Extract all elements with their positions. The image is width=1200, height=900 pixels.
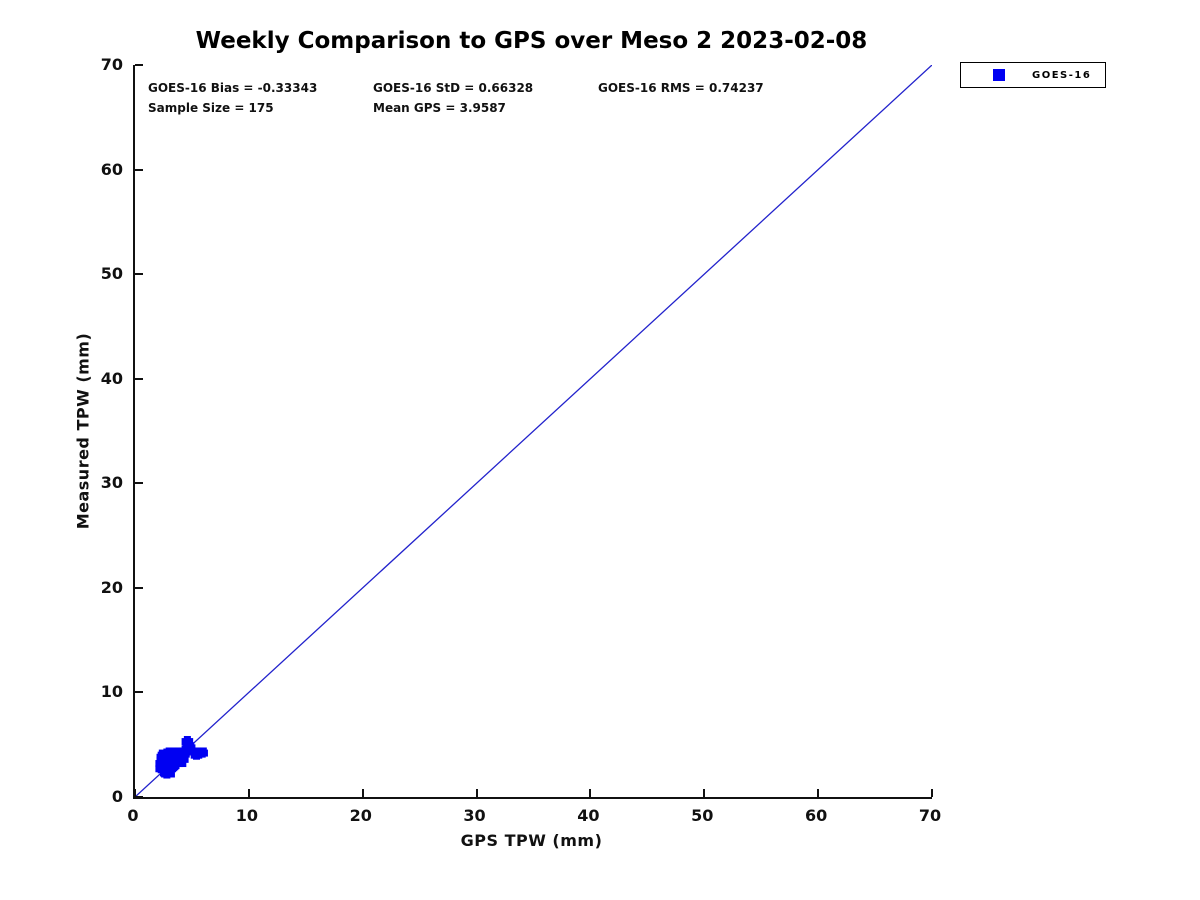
y-tick-label: 60 [100,159,123,179]
y-axis-label: Measured TPW (mm) [73,332,93,530]
legend: GOES-16 [960,62,1106,88]
x-tick-label: 70 [918,806,942,825]
stat-std: GOES-16 StD = 0.66328 [373,81,534,95]
data-point [179,760,187,768]
y-tick-mark [135,273,143,276]
x-axis-label: GPS TPW (mm) [460,831,603,850]
y-tick-mark [135,168,143,171]
x-tick-mark [931,789,933,797]
data-point [181,755,189,763]
stat-mean-gps: Mean GPS = 3.9587 [373,101,506,115]
x-tick-label: 20 [349,806,372,825]
x-tick-mark [361,789,364,797]
y-tick-label: 70 [100,55,123,74]
legend-marker-square-icon [993,69,1005,81]
x-tick-mark [703,789,706,797]
x-tick-label: 60 [805,806,828,825]
y-tick-mark [135,64,143,66]
x-tick-label: 30 [463,806,486,825]
x-tick-label: 10 [235,806,258,825]
scatter-canvas [135,65,932,797]
x-tick-label: 50 [691,806,714,825]
stat-sample-size: Sample Size = 175 [148,101,274,115]
plot-area [133,64,933,799]
data-point [197,747,205,755]
x-tick-mark [247,789,250,797]
y-tick-mark [135,377,143,380]
x-tick-label: 40 [577,806,600,825]
data-point [192,752,200,760]
data-point [158,749,166,757]
data-point [174,747,182,755]
y-tick-mark [135,691,143,694]
y-tick-label: 50 [100,264,123,284]
data-point [185,745,193,753]
x-tick-label: 0 [127,806,139,825]
y-tick-label: 0 [111,787,123,806]
data-point [165,747,173,755]
stat-rms: GOES-16 RMS = 0.74237 [598,81,764,95]
data-point [185,739,193,747]
x-tick-mark [817,789,820,797]
legend-label: GOES-16 [1032,69,1092,81]
y-tick-label: 40 [100,368,123,388]
y-tick-mark [135,796,143,798]
y-tick-mark [135,586,143,589]
x-tick-mark [589,789,592,797]
x-tick-mark [134,789,136,797]
x-tick-mark [475,789,478,797]
data-point [170,747,178,755]
y-tick-mark [135,482,143,485]
chart-title: Weekly Comparison to GPS over Meso 2 202… [195,28,868,54]
stat-bias: GOES-16 Bias = -0.33343 [148,81,318,95]
y-tick-label: 30 [100,473,123,493]
y-tick-label: 10 [100,682,123,702]
y-tick-label: 20 [100,577,123,597]
identity-line [135,65,932,797]
